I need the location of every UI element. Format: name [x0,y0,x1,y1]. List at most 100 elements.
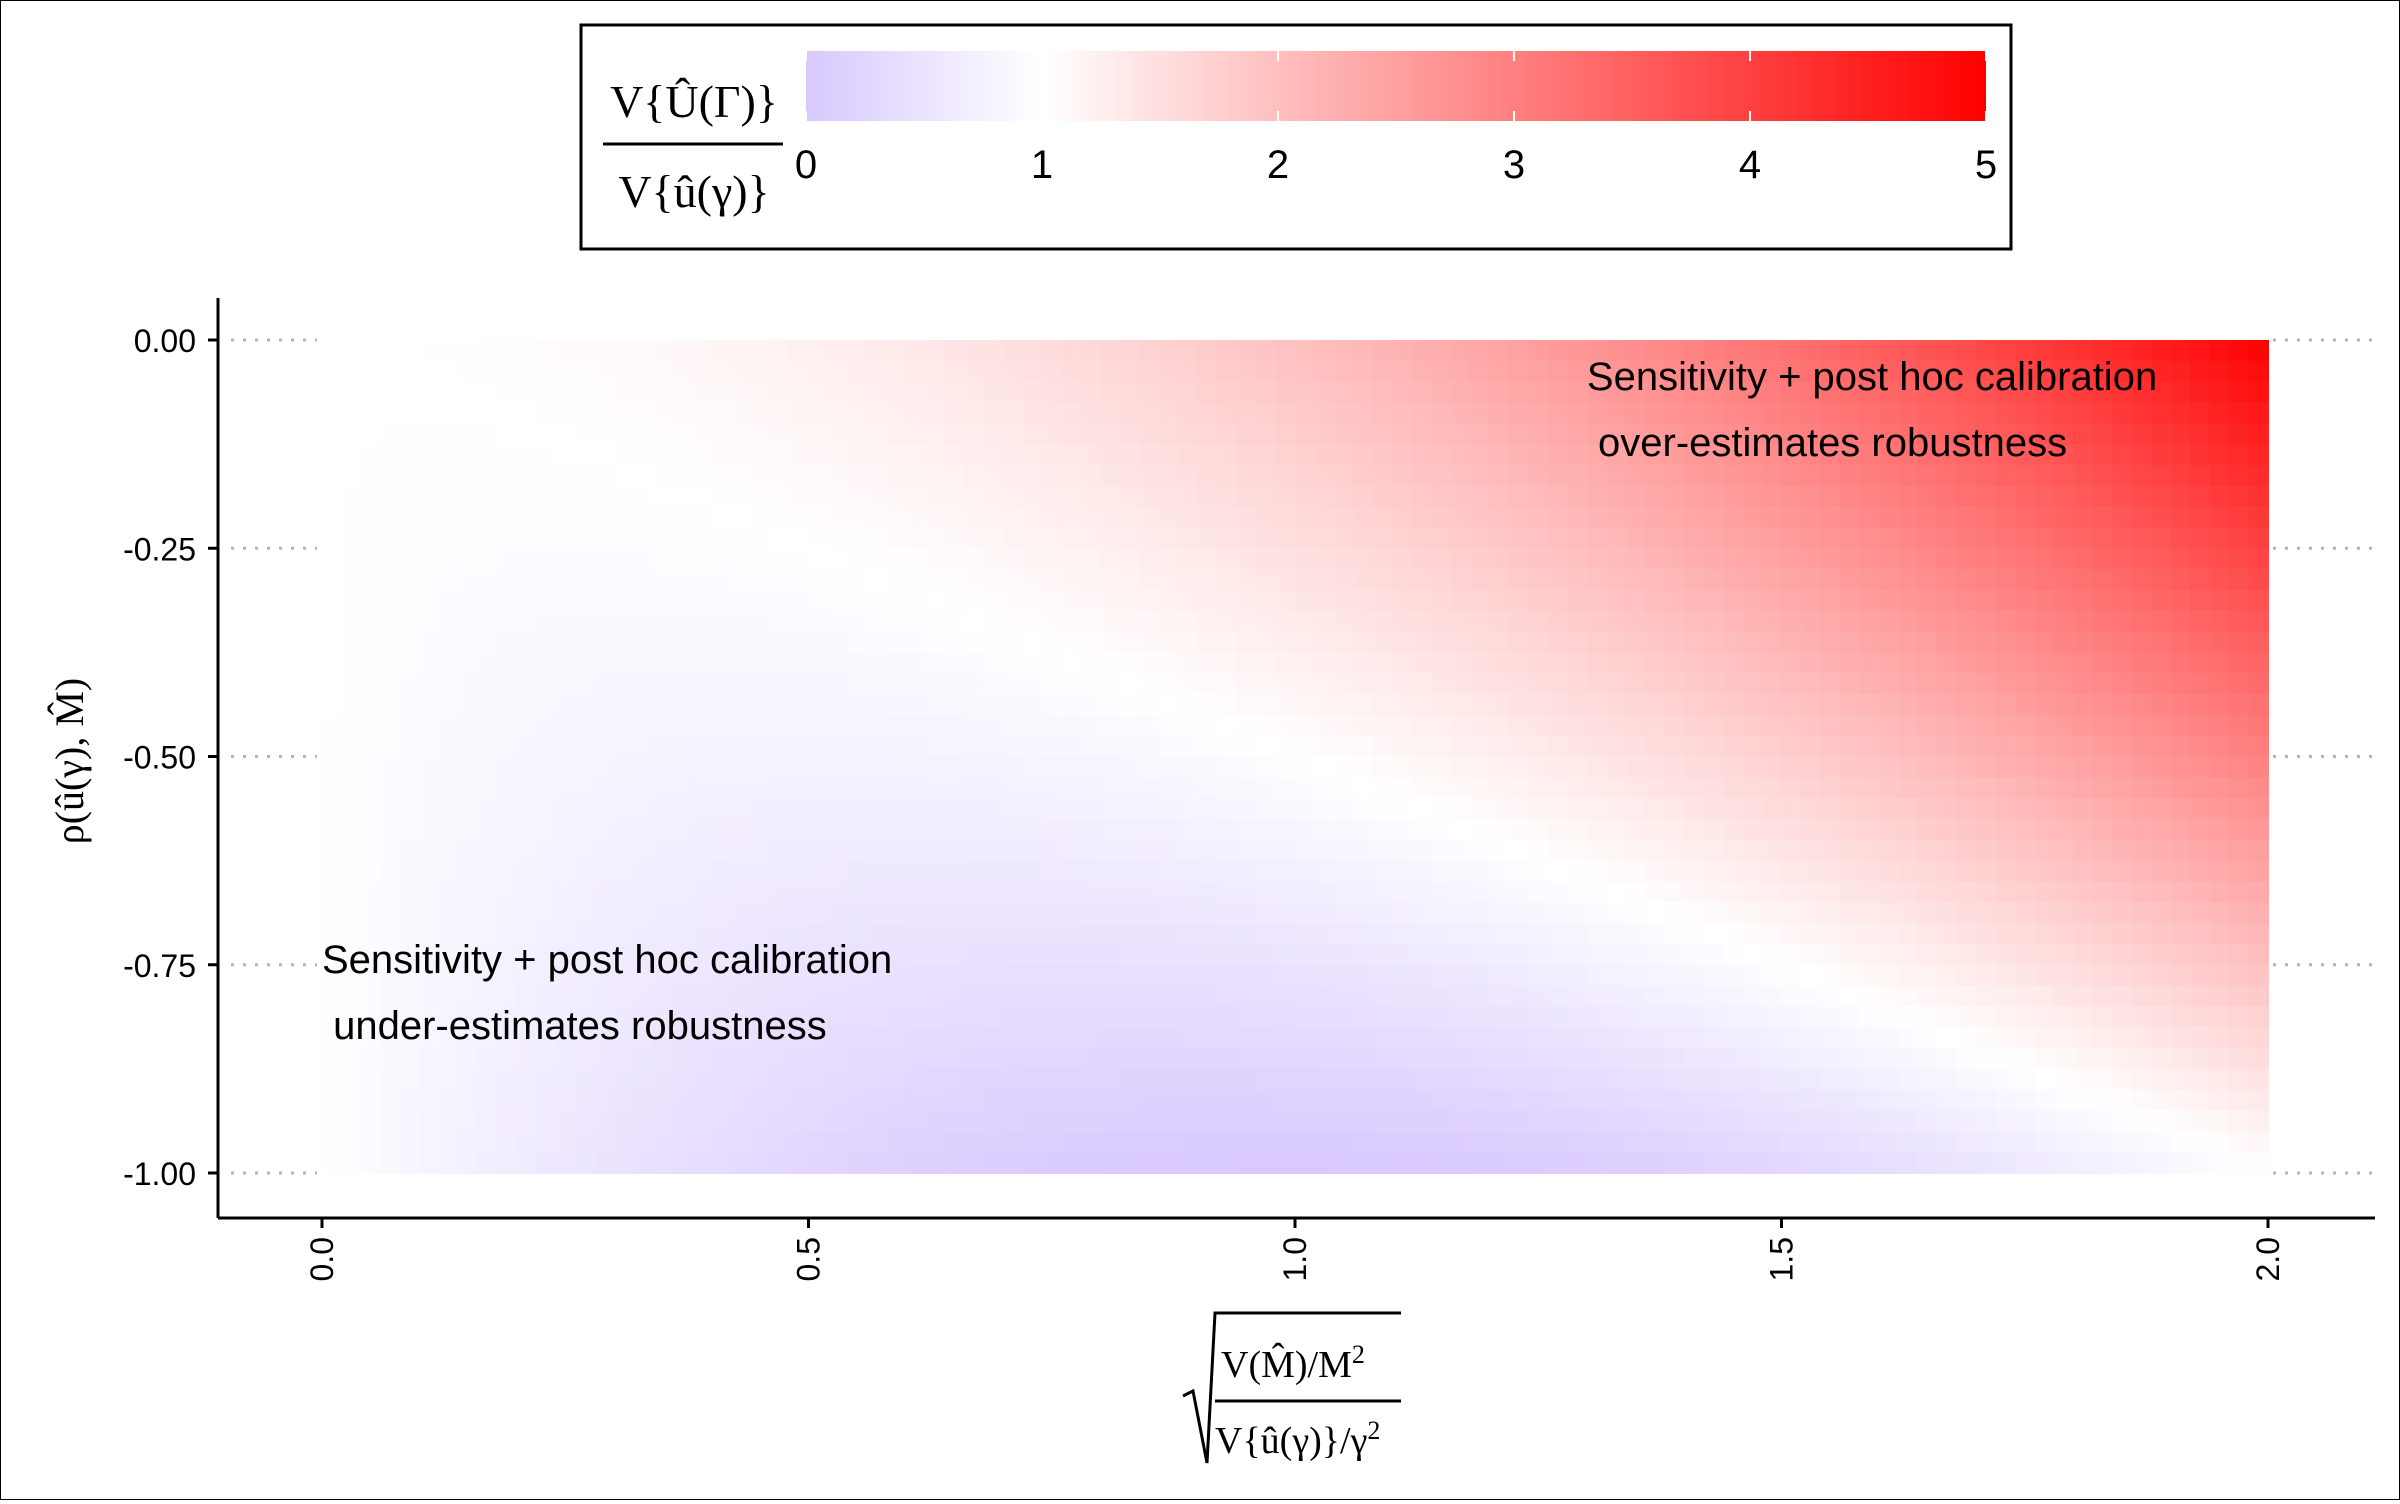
heatmap-cell [2209,1027,2230,1049]
heatmap-cell [1392,1131,1413,1153]
legend-title-denominator: V{û(γ)} [618,166,769,217]
heatmap-cell [1937,735,1958,758]
heatmap-cell [1586,818,1608,841]
heatmap-cell [1042,673,1063,695]
heatmap-cell [380,777,401,799]
heatmap-cell [905,381,927,404]
heatmap-cell [1178,714,1199,737]
heatmap-cell [1022,923,1043,945]
heatmap-cell [1547,631,1569,654]
heatmap-cell [574,1089,596,1112]
heatmap-cell [399,923,421,945]
heatmap-cell [1450,923,1471,945]
heatmap-cell [730,756,751,779]
heatmap-cell [1703,1110,1724,1133]
heatmap-cell [1003,444,1024,466]
heatmap-cell [1139,464,1160,487]
heatmap-cell [2229,902,2250,924]
heatmap-cell [1333,381,1355,404]
heatmap-cell [1217,506,1238,529]
heatmap-cell [419,1089,440,1112]
heatmap-cell [1684,714,1705,737]
heatmap-cell [477,589,498,612]
heatmap-cell [1489,881,1510,904]
heatmap-cell [1509,506,1530,529]
heatmap-cell [1528,964,1549,987]
heatmap-cell [652,902,674,924]
heatmap-cell [672,1068,693,1091]
heatmap-cell [983,1068,1004,1091]
heatmap-cell [2015,423,2036,445]
heatmap-cell [2092,527,2114,550]
heatmap-cell [1606,610,1627,633]
heatmap-cell [672,444,693,466]
heatmap-cell [1431,485,1452,508]
heatmap-cell [1509,673,1530,695]
heatmap-cell [2112,610,2133,633]
heatmap-cell [2190,464,2211,487]
heatmap-cell [2170,444,2191,466]
heatmap-cell [2112,735,2133,758]
heatmap-cell [1528,1089,1549,1112]
heatmap-cell [1022,506,1043,529]
heatmap-cell [1684,402,1705,425]
heatmap-cell [1275,360,1296,383]
heatmap-cell [905,985,927,1008]
heatmap-cell [672,1110,693,1133]
heatmap-cell [1022,402,1043,425]
heatmap-cell [789,1006,810,1029]
heatmap-cell [1003,506,1024,529]
heatmap-cell [1781,694,1802,716]
heatmap-cell [2248,985,2269,1008]
heatmap-cell [1100,777,1121,799]
heatmap-cell [750,381,771,404]
heatmap-cell [516,798,537,820]
heatmap-cell [2229,923,2250,945]
heatmap-cell [1178,652,1199,675]
heatmap-cell [1022,881,1043,904]
heatmap-cell [769,735,790,758]
heatmap-cell [1839,902,1861,924]
heatmap-cell [1781,735,1802,758]
heatmap-cell [2053,1110,2075,1133]
heatmap-cell [613,756,635,779]
heatmap-cell [438,902,460,924]
heatmap-cell [711,381,732,404]
heatmap-cell [613,735,635,758]
heatmap-cell [1295,756,1316,779]
heatmap-cell [2151,1048,2172,1070]
heatmap-cell [983,381,1004,404]
heatmap-cell [983,694,1004,716]
heatmap-cell [1333,798,1355,820]
heatmap-cell [789,714,810,737]
heatmap-cell [1859,423,1880,445]
heatmap-cell [1723,589,1744,612]
heatmap-cell [613,340,635,362]
heatmap-cell [2151,1110,2172,1133]
heatmap-cell [925,1048,946,1070]
heatmap-cell [1411,735,1433,758]
heatmap-cell [574,506,596,529]
heatmap-cell [1586,589,1608,612]
heatmap-cell [1645,527,1666,550]
heatmap-cell [1723,610,1744,633]
heatmap-cell [1003,881,1024,904]
heatmap-cell [2248,860,2269,883]
heatmap-cell [1392,964,1413,987]
heatmap-cell [1625,610,1647,633]
heatmap-cell [2092,1048,2114,1070]
heatmap-cell [691,943,712,966]
heatmap-cell [322,340,343,362]
heatmap-cell [1645,964,1666,987]
heatmap-cell [886,381,907,404]
heatmap-cell [555,839,576,862]
heatmap-cell [574,860,596,883]
heatmap-cell [1197,1048,1218,1070]
heatmap-cell [497,902,518,924]
heatmap-cell [827,1089,849,1112]
heatmap-cell [905,569,927,591]
heatmap-cell [1917,423,1938,445]
heatmap-cell [360,610,382,633]
heatmap-cell [1995,402,2016,425]
heatmap-cell [1878,1048,1900,1070]
